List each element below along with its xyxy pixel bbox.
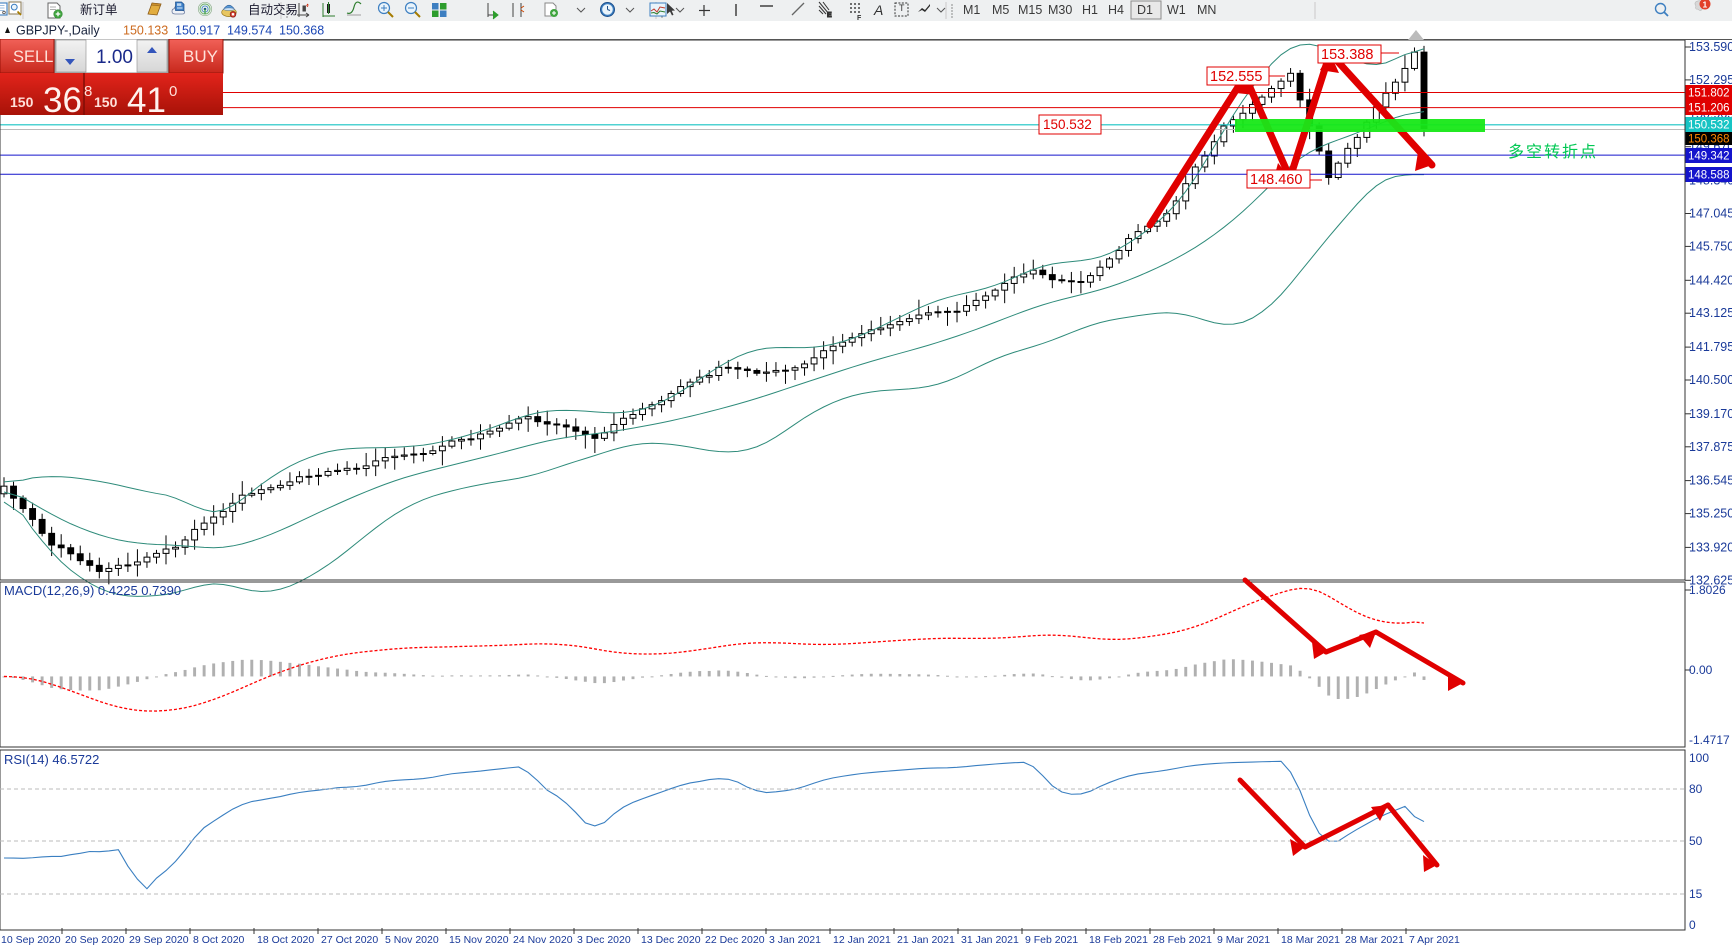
svg-text:18 Oct 2020: 18 Oct 2020 (257, 934, 314, 946)
svg-text:150.368: 150.368 (279, 24, 324, 38)
svg-text:8 Oct 2020: 8 Oct 2020 (193, 934, 245, 946)
svg-text:141.795: 141.795 (1689, 340, 1732, 354)
svg-text:1.8026: 1.8026 (1689, 583, 1726, 597)
svg-text:28 Feb 2021: 28 Feb 2021 (1153, 934, 1212, 946)
svg-text:143.125: 143.125 (1689, 306, 1732, 320)
svg-text:BUY: BUY (183, 47, 218, 66)
svg-text:80: 80 (1689, 782, 1703, 796)
svg-text:140.500: 140.500 (1689, 373, 1732, 387)
svg-text:E: E (827, 12, 832, 19)
svg-text:148.588: 148.588 (1688, 170, 1730, 182)
svg-text:21 Jan 2021: 21 Jan 2021 (897, 934, 955, 946)
svg-text:150: 150 (10, 94, 34, 110)
svg-text:28 Mar 2021: 28 Mar 2021 (1345, 934, 1404, 946)
svg-text:137.875: 137.875 (1689, 440, 1732, 454)
svg-text:9 Mar 2021: 9 Mar 2021 (1217, 934, 1270, 946)
svg-text:135.250: 135.250 (1689, 507, 1732, 521)
svg-text:144.420: 144.420 (1689, 273, 1732, 287)
svg-text:0: 0 (1689, 918, 1696, 932)
svg-text:7 Apr 2021: 7 Apr 2021 (1409, 934, 1460, 946)
svg-text:3 Dec 2020: 3 Dec 2020 (577, 934, 631, 946)
svg-text:149.574: 149.574 (227, 24, 272, 38)
svg-text:18 Feb 2021: 18 Feb 2021 (1089, 934, 1148, 946)
svg-text:M30: M30 (1048, 3, 1072, 17)
svg-text:9 Feb 2021: 9 Feb 2021 (1025, 934, 1078, 946)
svg-text:31 Jan 2021: 31 Jan 2021 (961, 934, 1019, 946)
svg-text:MN: MN (1197, 3, 1216, 17)
svg-text:SELL: SELL (13, 48, 53, 66)
svg-text:M5: M5 (992, 3, 1009, 17)
svg-text:1.00: 1.00 (96, 47, 133, 68)
svg-text:100: 100 (1689, 751, 1709, 765)
svg-text:41: 41 (127, 81, 166, 115)
svg-text:A: A (873, 2, 883, 18)
svg-text:150.368: 150.368 (1688, 134, 1730, 146)
svg-text:149.342: 149.342 (1688, 151, 1730, 163)
svg-text:5 Nov 2020: 5 Nov 2020 (385, 934, 439, 946)
svg-text:T: T (899, 3, 905, 13)
svg-text:24 Nov 2020: 24 Nov 2020 (513, 934, 573, 946)
svg-text:150.133: 150.133 (123, 24, 168, 38)
svg-text:147.045: 147.045 (1689, 207, 1732, 221)
svg-text:15: 15 (1689, 887, 1703, 901)
svg-text:自动交易: 自动交易 (248, 2, 298, 17)
svg-text:12 Jan 2021: 12 Jan 2021 (833, 934, 891, 946)
svg-text:RSI(14) 46.5722: RSI(14) 46.5722 (4, 752, 99, 767)
svg-text:10 Sep 2020: 10 Sep 2020 (1, 934, 61, 946)
svg-text:W1: W1 (1167, 3, 1186, 17)
svg-text:0: 0 (169, 83, 177, 100)
svg-text:新订单: 新订单 (80, 2, 118, 17)
svg-text:3 Jan 2021: 3 Jan 2021 (769, 934, 821, 946)
svg-text:50: 50 (1689, 834, 1703, 848)
svg-text:150.532: 150.532 (1688, 120, 1730, 132)
svg-text:18 Mar 2021: 18 Mar 2021 (1281, 934, 1340, 946)
svg-text:27 Oct 2020: 27 Oct 2020 (321, 934, 378, 946)
svg-text:8: 8 (84, 83, 92, 100)
svg-text:H4: H4 (1108, 3, 1124, 17)
svg-text:多空转折点: 多空转折点 (1508, 143, 1598, 161)
svg-text:15 Nov 2020: 15 Nov 2020 (449, 934, 509, 946)
svg-text:1: 1 (1703, 0, 1708, 9)
svg-text:20 Sep 2020: 20 Sep 2020 (65, 934, 125, 946)
svg-text:133.920: 133.920 (1689, 540, 1732, 554)
svg-text:36: 36 (43, 81, 82, 115)
svg-text:22 Dec 2020: 22 Dec 2020 (705, 934, 765, 946)
svg-text:136.545: 136.545 (1689, 474, 1732, 488)
svg-text:-1.4717: -1.4717 (1689, 733, 1730, 747)
svg-text:13 Dec 2020: 13 Dec 2020 (641, 934, 701, 946)
svg-text:GBPJPY-,Daily: GBPJPY-,Daily (16, 24, 100, 38)
svg-text:M1: M1 (963, 3, 980, 17)
svg-text:148.460: 148.460 (1250, 172, 1302, 188)
svg-text:29 Sep 2020: 29 Sep 2020 (129, 934, 189, 946)
svg-text:145.750: 145.750 (1689, 239, 1732, 253)
svg-text:MACD(12,26,9) 0.4225 0.7390: MACD(12,26,9) 0.4225 0.7390 (4, 583, 181, 598)
svg-text:139.170: 139.170 (1689, 407, 1732, 421)
svg-text:D1: D1 (1137, 3, 1153, 17)
svg-text:H1: H1 (1082, 3, 1098, 17)
svg-text:150.917: 150.917 (175, 24, 220, 38)
svg-text:M15: M15 (1018, 3, 1042, 17)
svg-text:150.532: 150.532 (1043, 117, 1092, 132)
svg-text:0.00: 0.00 (1689, 663, 1713, 677)
svg-text:150: 150 (94, 94, 118, 110)
